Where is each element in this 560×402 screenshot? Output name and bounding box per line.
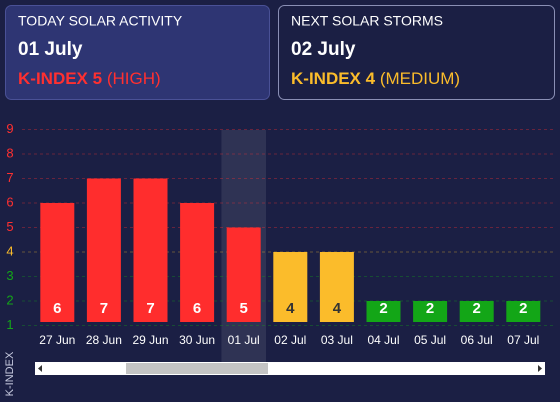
bar [506, 301, 541, 322]
bar [133, 178, 168, 322]
value-label: 7 [100, 300, 108, 317]
level: (HIGH) [107, 69, 161, 88]
scroll-right[interactable] [538, 365, 542, 372]
bar [459, 301, 494, 322]
x-tick-label: 01 Jul [228, 333, 260, 347]
x-tick-label: 04 Jul [367, 333, 399, 347]
y-tick-label: 7 [6, 170, 13, 185]
x-tick-label: 03 Jul [321, 333, 353, 347]
bar [273, 252, 308, 322]
value-label: 2 [519, 300, 527, 317]
scroll-thumb[interactable] [126, 363, 268, 374]
x-tick-label: 29 Jun [132, 333, 168, 347]
scroll-left[interactable] [38, 365, 42, 372]
x-tick-label: 07 Jul [507, 333, 539, 347]
card-index: K-INDEX 5 (HIGH) [18, 69, 161, 88]
x-tick-label: 02 Jul [274, 333, 306, 347]
y-tick-label: 6 [6, 194, 13, 209]
x-tick-label: 27 Jun [39, 333, 75, 347]
card-heading: TODAY SOLAR ACTIVITY [18, 13, 183, 29]
card-date: 02 July [291, 39, 356, 60]
value-label: 5 [240, 300, 248, 317]
card-heading: NEXT SOLAR STORMS [291, 13, 443, 29]
value-label: 4 [286, 300, 295, 317]
bar [40, 203, 75, 322]
next-card [278, 5, 555, 100]
y-axis-label: K-INDEX [4, 351, 16, 396]
y-tick-label: 2 [6, 292, 13, 307]
bar [226, 227, 261, 322]
bar [319, 252, 354, 322]
y-tick-label: 4 [6, 243, 13, 258]
k-index: K-INDEX 5 [18, 69, 102, 88]
level: (MEDIUM) [380, 69, 460, 88]
scrollbar[interactable] [35, 362, 545, 375]
y-tick-label: 3 [6, 268, 13, 283]
today-card [5, 5, 270, 100]
bar [180, 203, 215, 322]
bar [366, 301, 401, 322]
k-index: K-INDEX 4 [291, 69, 376, 88]
y-tick-label: 8 [6, 145, 13, 160]
x-tick-label: 30 Jun [179, 333, 215, 347]
value-label: 4 [333, 300, 342, 317]
value-label: 2 [379, 300, 387, 317]
value-label: 2 [473, 300, 481, 317]
x-tick-label: 06 Jul [461, 333, 493, 347]
y-tick-label: 5 [6, 219, 13, 234]
card-index: K-INDEX 4 (MEDIUM) [291, 69, 460, 88]
x-tick-label: 05 Jul [414, 333, 446, 347]
bar [86, 178, 121, 322]
bar [413, 301, 448, 322]
card-date: 01 July [18, 39, 83, 60]
value-label: 7 [146, 300, 154, 317]
y-tick-label: 1 [6, 317, 13, 332]
y-tick-label: 9 [6, 121, 13, 136]
x-tick-label: 28 Jun [86, 333, 122, 347]
value-label: 2 [426, 300, 434, 317]
value-label: 6 [193, 300, 201, 317]
value-label: 6 [53, 300, 61, 317]
